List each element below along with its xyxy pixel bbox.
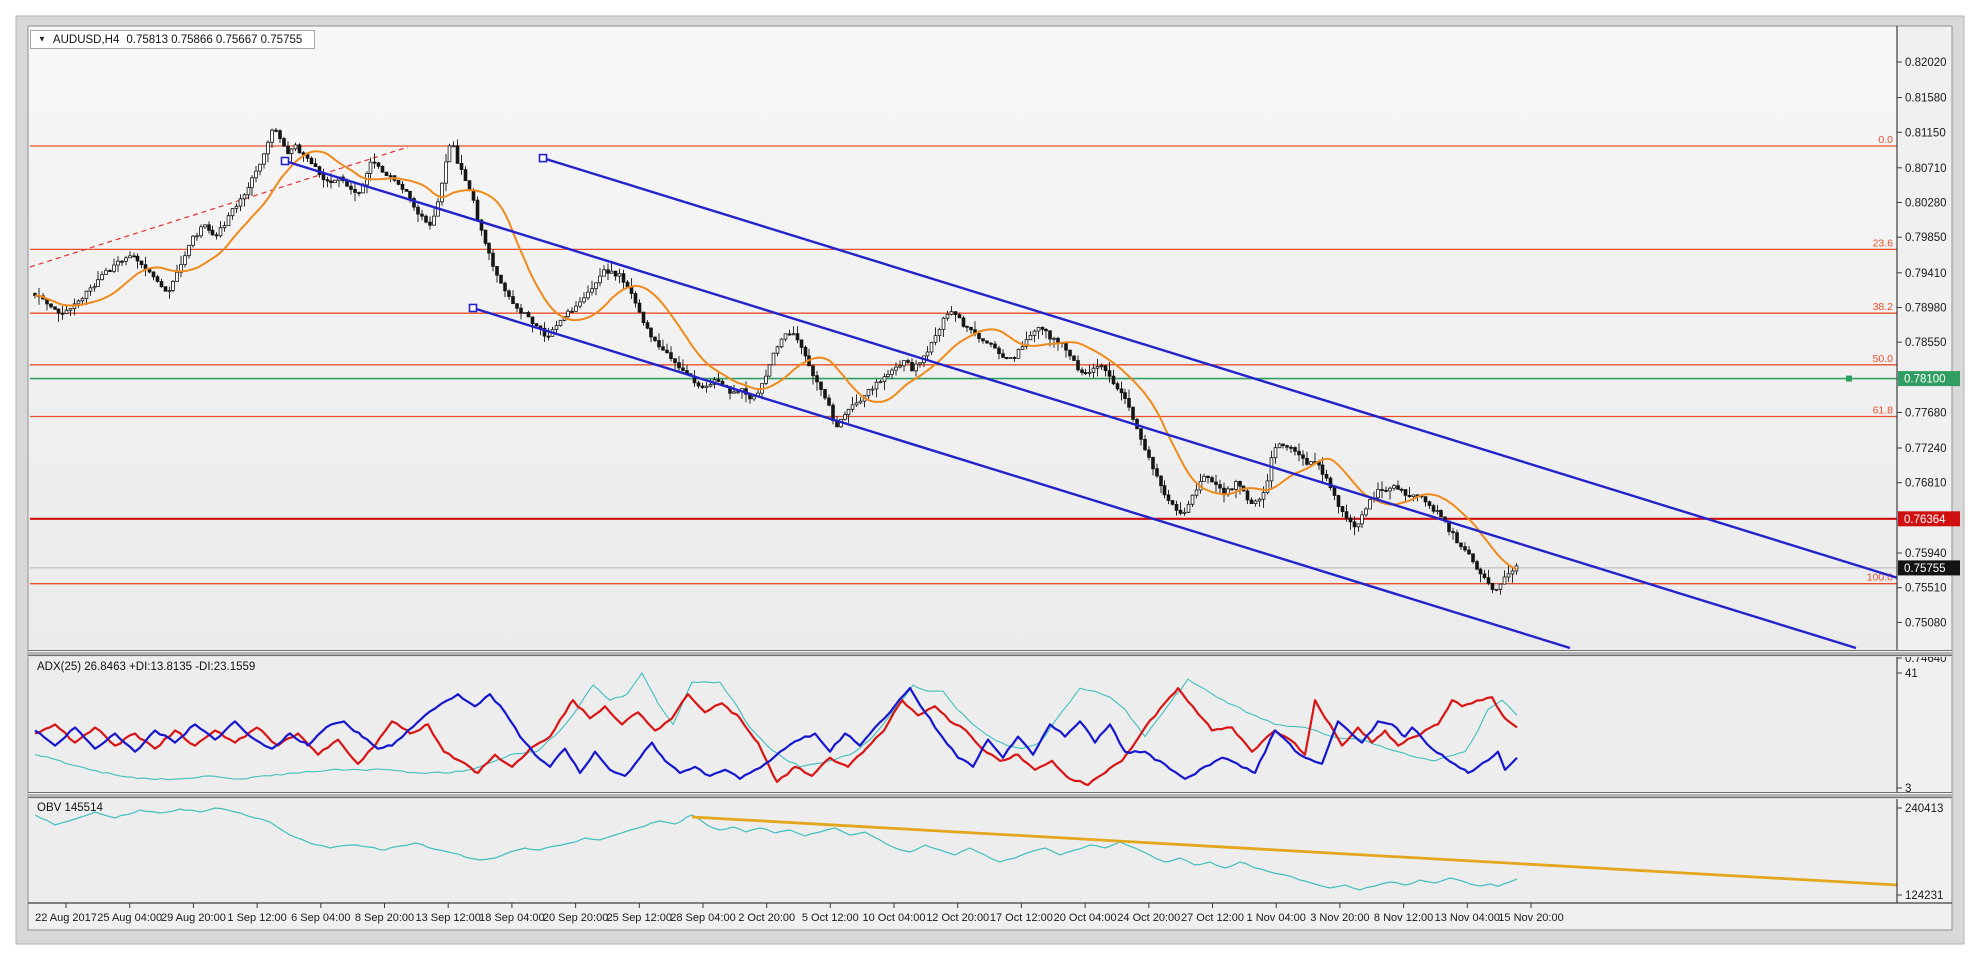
price-axis-label: 0.75940 [1905, 548, 1947, 560]
red-hline-price-badge-text: 0.76364 [1904, 514, 1946, 526]
time-axis-label: 28 Sep 04:00 [670, 912, 735, 924]
channel-line-upper-marker[interactable] [538, 153, 548, 163]
fib-label-0.0: 0.0 [1878, 134, 1893, 146]
time-axis-label: 8 Sep 20:00 [355, 912, 414, 924]
time-axis-label: 1 Nov 04:00 [1247, 912, 1306, 924]
adx-indicator-label: ADX(25) 26.8463 +DI:13.8135 -DI:23.1559 [37, 661, 256, 673]
green-hline-price-badge [1898, 371, 1960, 387]
price-axis-label: 0.81580 [1905, 93, 1947, 105]
price-axis-label: 0.78550 [1905, 337, 1947, 349]
current-price-badge-text: 0.75755 [1904, 563, 1946, 575]
price-axis-label: 0.79850 [1905, 232, 1947, 244]
obv-pane[interactable] [34, 807, 1897, 891]
pane-separator-adx[interactable] [28, 650, 1952, 657]
time-axis-label: 10 Oct 04:00 [863, 912, 926, 924]
price-axis-label: 0.78980 [1905, 303, 1947, 315]
price-axis-label: 0.77240 [1905, 443, 1947, 455]
price-axis-label: 0.75080 [1905, 617, 1947, 629]
time-axis-label: 2 Oct 20:00 [738, 912, 795, 924]
green-support-line-marker[interactable] [1846, 375, 1852, 382]
price-axis-label: 0.80280 [1905, 198, 1947, 210]
fib-label-23.6: 23.6 [1873, 237, 1894, 249]
price-axis-label: 0.80710 [1905, 163, 1947, 175]
rising-dashed-trendline[interactable] [30, 146, 409, 268]
price-axis-label: 0.76810 [1905, 478, 1947, 490]
price-axis-label: 0.75510 [1905, 583, 1947, 595]
time-axis-label: 13 Sep 12:00 [415, 912, 480, 924]
current-price-badge [1898, 560, 1960, 576]
price-axis-label: 0.77680 [1905, 408, 1947, 420]
time-axis-label: 8 Nov 12:00 [1374, 912, 1433, 924]
time-axis-label: 20 Sep 20:00 [543, 912, 608, 924]
time-axis-label: 29 Aug 20:00 [161, 912, 226, 924]
adx-pane[interactable] [34, 671, 1518, 787]
time-axis-label: 18 Sep 04:00 [479, 912, 544, 924]
time-axis-label: 15 Nov 20:00 [1498, 912, 1563, 924]
symbol-dropdown-icon[interactable]: ▼ [38, 34, 46, 44]
time-axis-label: 22 Aug 2017 [35, 912, 97, 924]
adx-scale-max: 41 [1905, 668, 1918, 680]
bull-candle-bodies [64, 129, 1519, 591]
channel-line-upper[interactable] [542, 156, 1897, 579]
main-pane[interactable]: 0.023.638.250.061.8100.0 [30, 127, 1897, 650]
time-axis-label: 25 Aug 04:00 [97, 912, 162, 924]
time-axis-label: 1 Sep 12:00 [227, 912, 286, 924]
time-axis-label: 20 Oct 04:00 [1054, 912, 1117, 924]
price-axis-label: 0.79410 [1905, 268, 1947, 280]
obv-line [34, 807, 1518, 891]
time-axis-label: 24 Oct 20:00 [1117, 912, 1180, 924]
time-axis-label: 17 Oct 12:00 [990, 912, 1053, 924]
channel-line-middle[interactable] [284, 159, 1857, 650]
fib-label-38.2: 38.2 [1873, 301, 1894, 313]
price-axis-label: 0.82020 [1905, 57, 1947, 69]
adx-scale-min: 3 [1905, 783, 1911, 795]
time-axis-label: 25 Sep 12:00 [607, 912, 672, 924]
price-axis-label: 0.81150 [1905, 127, 1946, 139]
time-axis-label: 13 Nov 04:00 [1435, 912, 1500, 924]
obv-scale-min: 124231 [1905, 890, 1943, 902]
main-pane-background[interactable] [29, 27, 1897, 650]
channel-line-middle-marker[interactable] [280, 156, 290, 166]
ohlc-values: 0.75813 0.75866 0.75667 0.75755 [126, 33, 303, 46]
obv-trendline[interactable] [691, 815, 1897, 887]
red-hline-price-badge [1898, 511, 1960, 527]
channel-line-lower[interactable] [472, 306, 1571, 650]
time-axis-label: 12 Oct 20:00 [926, 912, 989, 924]
pane-separator-obv[interactable] [28, 792, 1952, 799]
time-axis-label: 6 Sep 04:00 [291, 912, 350, 924]
fib-label-61.8: 61.8 [1873, 405, 1894, 417]
obv-indicator-label: OBV 145514 [37, 802, 103, 814]
green-hline-price-badge-text: 0.78100 [1904, 374, 1946, 386]
time-axis-label: 5 Oct 12:00 [802, 912, 859, 924]
chart-title-bar[interactable]: ▼ AUDUSD,H4 0.75813 0.75866 0.75667 0.75… [30, 30, 316, 49]
symbol-period-label: AUDUSD,H4 [52, 33, 120, 46]
time-axis-label: 3 Nov 20:00 [1310, 912, 1369, 924]
moving-average-line [34, 150, 1517, 571]
fib-label-50.0: 50.0 [1873, 353, 1894, 365]
channel-line-lower-marker[interactable] [468, 303, 478, 313]
adx-main-line [34, 671, 1518, 781]
plus-di-line [34, 686, 1518, 781]
time-axis-label: 27 Oct 12:00 [1181, 912, 1244, 924]
obv-scale-max: 240413 [1905, 803, 1943, 815]
